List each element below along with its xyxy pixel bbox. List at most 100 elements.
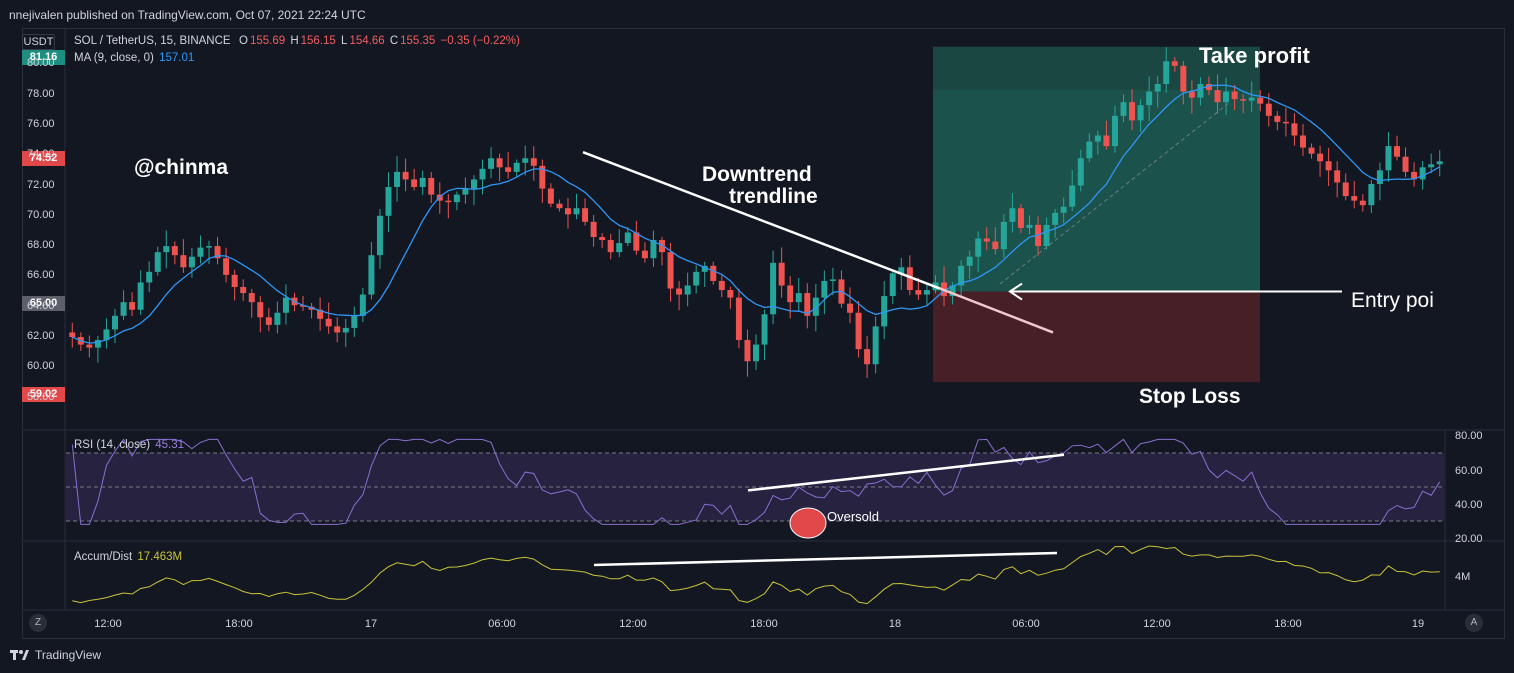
accum-dist-line [72, 545, 1440, 605]
candle-body [1231, 91, 1238, 100]
candle-body [958, 265, 965, 286]
time-tick: 12:00 [619, 618, 647, 630]
candle-body [864, 349, 871, 365]
price-tick: 60.00 [27, 360, 55, 373]
accum-label: Accum/Dist [74, 551, 133, 563]
auto-scale-button[interactable]: A [1465, 614, 1483, 632]
candle-body [1120, 102, 1127, 116]
candle-body [1000, 221, 1007, 250]
candle-body [718, 280, 725, 291]
candle-body [906, 267, 913, 291]
tradingview-brand[interactable]: TradingView [10, 648, 101, 662]
candle-body [658, 240, 665, 253]
candle-body [1086, 141, 1093, 159]
candle-body [616, 243, 623, 253]
candle-body [855, 312, 862, 350]
candle-body [1043, 224, 1050, 247]
candle-body [847, 303, 854, 313]
accum-value: 17.463M [137, 551, 183, 563]
candle-body [1317, 153, 1324, 162]
rsi-label: RSI (14, close) [74, 439, 151, 451]
candle-body [744, 340, 751, 362]
candle-body [898, 267, 905, 274]
candle-body [1248, 97, 1255, 101]
candle-body [351, 315, 358, 328]
candle-body [1137, 105, 1144, 121]
take-profit-label: Take profit [1199, 43, 1310, 68]
candle-body [1069, 185, 1076, 207]
candle-body [923, 290, 930, 295]
candle-body [334, 326, 341, 333]
candle-body [1359, 200, 1366, 206]
candle-body [137, 282, 144, 310]
ma-legend: MA (9, close, 0) 157.01 [74, 52, 196, 64]
candle-body [257, 302, 264, 318]
candle-body [94, 340, 101, 348]
candle-body [966, 256, 973, 266]
close-value: 155.35 [400, 35, 436, 47]
candle-body [325, 318, 332, 327]
price-tick: 78.00 [27, 87, 55, 100]
candle-body [1197, 83, 1204, 98]
rsi-divergence-trendline [747, 453, 1065, 492]
candle-body [590, 221, 597, 238]
candle-body [1385, 146, 1392, 171]
candle-body [470, 179, 477, 189]
candle-body [539, 165, 546, 189]
candle-body [274, 312, 281, 325]
currency-button[interactable]: USDT [22, 34, 55, 50]
candle-body [1351, 196, 1358, 201]
symbol-label: SOL / TetherUS, 15, BINANCE [74, 35, 231, 47]
main-legend: SOL / TetherUS, 15, BINANCE O 155.69 H 156… [74, 35, 522, 47]
candle-body [402, 171, 409, 180]
candle-body [770, 262, 777, 315]
candle-body [1376, 170, 1383, 184]
ma-value: 157.01 [159, 52, 195, 64]
candle-body [915, 290, 922, 295]
candle-body [171, 246, 178, 256]
candle-body [197, 247, 204, 257]
candle-body [684, 285, 691, 295]
price-tick: 76.00 [27, 117, 55, 130]
candle-body [787, 285, 794, 303]
candle-body [411, 179, 418, 188]
candle-body [513, 162, 520, 172]
ma-line [72, 84, 1441, 344]
time-tick: 06:00 [488, 618, 516, 630]
candle-body [676, 288, 683, 295]
candle-body [547, 188, 554, 204]
candle-body [496, 158, 503, 168]
zoom-toggle-button[interactable]: Z [29, 614, 47, 632]
rsi-line [71, 438, 1441, 525]
candle-body [1146, 91, 1153, 106]
candle-body [265, 317, 272, 325]
candle-body [821, 280, 828, 298]
downtrend-label-line2: trendline [729, 185, 818, 208]
entry-point-label: Entry poi [1351, 289, 1434, 312]
candle-body [419, 177, 426, 188]
candle-body [795, 293, 802, 303]
candle-body [317, 309, 324, 319]
price-tick: 66.00 [27, 269, 55, 282]
candle-body [633, 232, 640, 251]
candle-body [248, 293, 255, 303]
candle-body [1240, 99, 1247, 101]
candle-body [1077, 158, 1084, 186]
candle-body [607, 240, 614, 253]
candle-body [1052, 212, 1059, 225]
candle-body [701, 265, 708, 272]
time-tick: 18 [888, 618, 902, 630]
high-value: 156.15 [300, 35, 336, 47]
candle-body [872, 326, 879, 365]
candle-body [505, 167, 512, 172]
time-tick: 19 [1411, 618, 1425, 630]
candle-body [889, 273, 896, 297]
candle-body [453, 194, 460, 203]
candle-body [1180, 65, 1187, 92]
candle-body [1188, 91, 1195, 98]
candle-body [376, 215, 383, 256]
candle-body [1214, 90, 1221, 103]
take-profit-price-tag: 81.16 [22, 50, 65, 65]
candle-body [1026, 224, 1033, 228]
